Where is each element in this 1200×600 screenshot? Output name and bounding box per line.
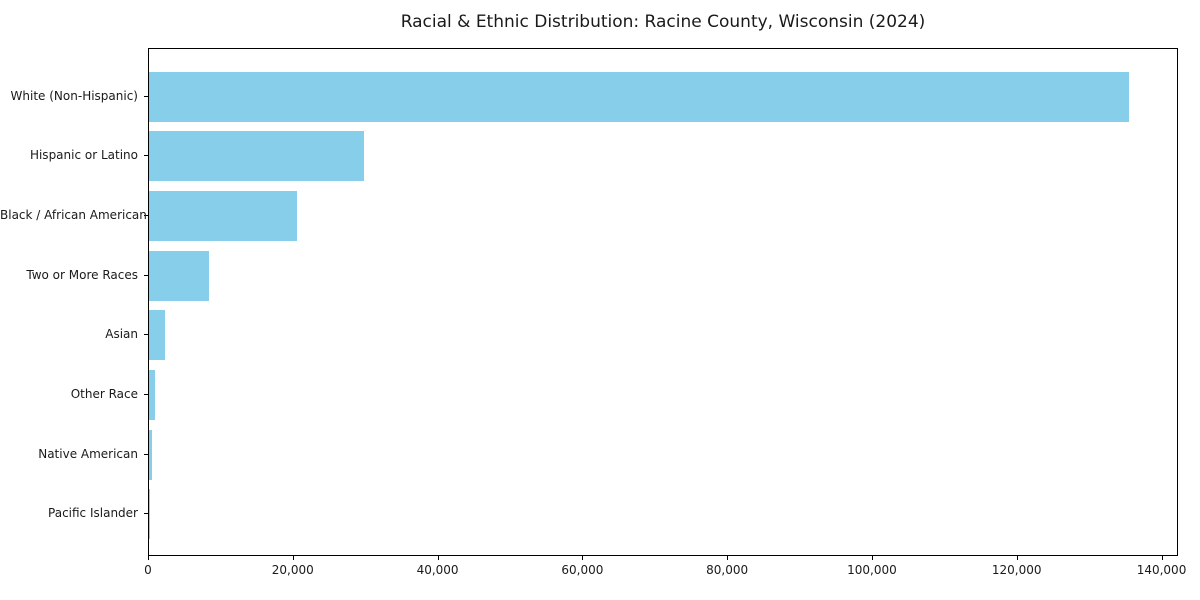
x-tick-mark: [292, 556, 294, 560]
y-tick-mark: [144, 513, 148, 515]
y-tick-mark: [144, 274, 148, 276]
x-tick-mark: [871, 556, 873, 560]
x-tick-label-140000: 140,000: [1136, 563, 1187, 577]
x-tick-label-40000: 40,000: [416, 563, 459, 577]
x-tick-mark: [1016, 556, 1018, 560]
bar-native-american: [149, 429, 152, 480]
bar-hispanic-or-latino: [149, 131, 364, 182]
x-tick-label-0: 0: [144, 563, 152, 577]
x-tick-mark: [148, 556, 149, 560]
plot-area: [148, 48, 1178, 556]
x-tick-label-80000: 80,000: [706, 563, 749, 577]
y-tick-label-hispanic-or-latino: Hispanic or Latino: [29, 148, 138, 163]
x-tick-label-120000: 120,000: [991, 563, 1042, 577]
y-tick-label-pacific-islander: Pacific Islander: [48, 506, 138, 521]
bar-two-or-more-races: [149, 250, 210, 301]
y-tick-label-white-non-hispanic: White (Non-Hispanic): [10, 88, 138, 103]
x-tick-mark: [727, 556, 729, 560]
bar-white-non-hispanic: [149, 71, 1130, 122]
y-tick-label-two-or-more-races: Two or More Races: [26, 267, 138, 282]
y-tick-mark: [144, 394, 148, 395]
x-tick-mark: [582, 556, 584, 560]
bar-black-african-american: [149, 190, 297, 241]
y-tick-mark: [144, 334, 148, 336]
x-tick-label-20000: 20,000: [271, 563, 314, 577]
y-tick-mark: [144, 214, 148, 216]
y-tick-mark: [144, 95, 148, 97]
x-tick-label-60000: 60,000: [561, 563, 604, 577]
x-tick-mark: [1161, 556, 1163, 560]
x-tick-mark: [437, 556, 439, 560]
y-tick-label-other-race: Other Race: [70, 387, 138, 401]
chart-title: Racial & Ethnic Distribution: Racine Cou…: [400, 12, 926, 32]
y-tick-label-black-african-american: Black / African American: [0, 207, 147, 222]
y-tick-label-asian: Asian: [105, 327, 138, 342]
y-tick-mark: [144, 453, 148, 455]
y-tick-mark: [144, 155, 148, 157]
bar-asian: [149, 310, 166, 361]
bar-pacific-islander: [149, 489, 150, 540]
x-tick-label-100000: 100,000: [847, 563, 897, 577]
y-tick-label-native-american: Native American: [38, 446, 138, 461]
bar-other-race: [149, 370, 155, 420]
